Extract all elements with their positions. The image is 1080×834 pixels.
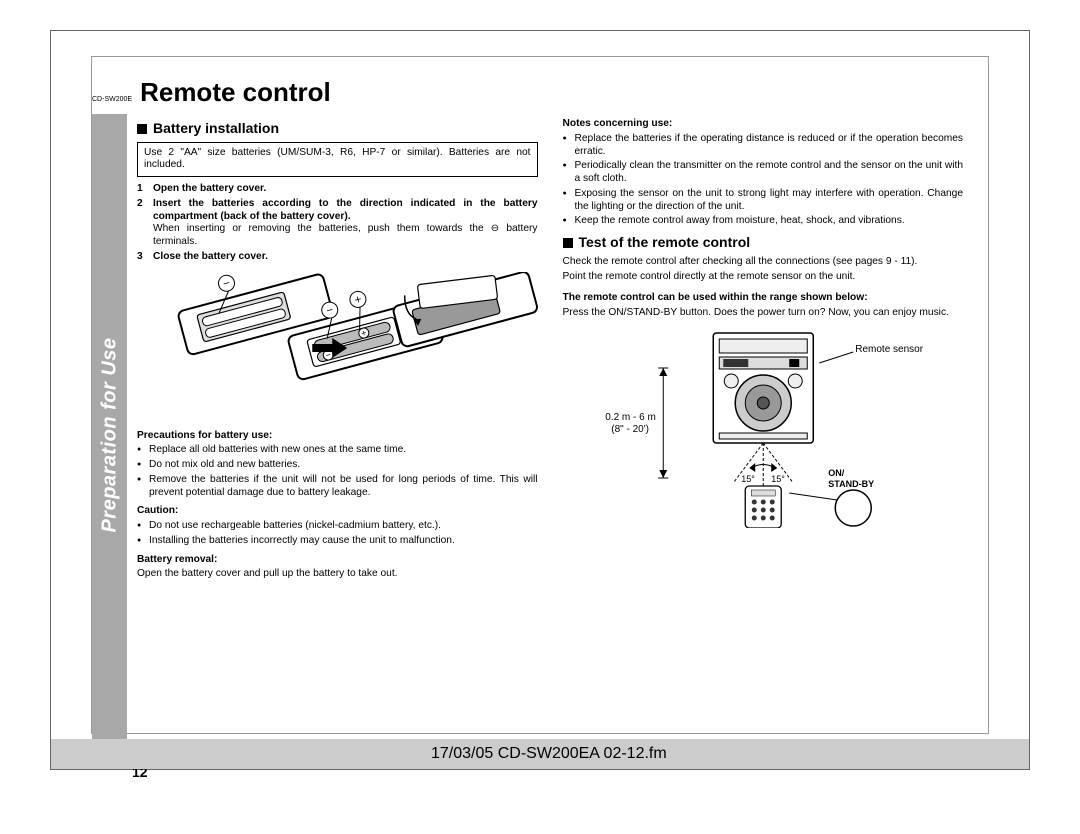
main: Battery installation Use 2 "AA" size bat…	[127, 114, 963, 755]
sidebar-label: Preparation for Use	[98, 337, 121, 532]
step-3: Close the battery cover.	[137, 251, 538, 264]
removal-text: Open the battery cover and pull up the b…	[137, 568, 538, 581]
prec-1: Replace all old batteries with new ones …	[137, 444, 538, 457]
page-title: Remote control	[140, 77, 331, 108]
on-standby-label-2: STAND-BY	[828, 479, 874, 489]
battery-note-box: Use 2 "AA" size batteries (UM/SUM-3, R6,…	[137, 142, 538, 178]
distance-label-2: (8" - 20')	[611, 424, 649, 435]
precautions-list: Replace all old batteries with new ones …	[137, 444, 538, 499]
footer-bar: 17/03/05 CD-SW200EA 02-12.fm	[51, 739, 1029, 769]
prec-3: Remove the batteries if the unit will no…	[137, 474, 538, 500]
removal-heading: Battery removal:	[137, 554, 538, 567]
remote-sensor-label: Remote sensor	[855, 344, 923, 355]
notes-heading: Notes concerning use:	[563, 118, 964, 131]
battery-svg-icon: − + −	[137, 272, 538, 422]
precautions-heading: Precautions for battery use:	[137, 430, 538, 443]
test-heading: Test of the remote control	[563, 234, 964, 252]
range-heading: The remote control can be used within th…	[563, 292, 964, 305]
step-1: Open the battery cover.	[137, 183, 538, 196]
install-steps: Open the battery cover. Insert the batte…	[137, 183, 538, 264]
on-standby-label-1: ON/	[828, 468, 845, 478]
range-svg-icon: Remote sensor 0.2 m - 6 m	[563, 328, 964, 528]
prec-2: Do not mix old and new batteries.	[137, 459, 538, 472]
header: CD-SW200E Remote control	[92, 77, 963, 108]
range-text: Press the ON/STAND-BY button. Does the p…	[563, 307, 964, 320]
outer-frame: CD-SW200E Remote control Preparation for…	[50, 30, 1030, 770]
note-2: Periodically clean the transmitter on th…	[563, 160, 964, 186]
test-text-2: Point the remote control directly at the…	[563, 271, 964, 284]
battery-diagram: − + −	[137, 272, 538, 422]
doc-code: CD-SW200E	[92, 96, 132, 103]
step-3-text: Close the battery cover.	[153, 251, 268, 262]
distance-label-1: 0.2 m - 6 m	[605, 412, 656, 423]
step-2: Insert the batteries according to the di…	[137, 198, 538, 249]
test-title: Test of the remote control	[579, 234, 751, 252]
sidebar-tab: Preparation for Use 12	[92, 114, 127, 755]
note-3: Exposing the sensor on the unit to stron…	[563, 188, 964, 214]
square-bullet-icon	[137, 124, 147, 134]
footer-text: 17/03/05 CD-SW200EA 02-12.fm	[431, 745, 667, 762]
caut-2: Installing the batteries incorrectly may…	[137, 535, 538, 548]
caution-list: Do not use rechargeable batteries (nicke…	[137, 520, 538, 548]
note-4: Keep the remote control away from moistu…	[563, 215, 964, 228]
square-bullet-icon	[563, 238, 573, 248]
step-2-sub: When inserting or removing the batteries…	[153, 223, 538, 249]
on-standby-button-icon	[835, 490, 871, 526]
note-1: Replace the batteries if the operating d…	[563, 133, 964, 159]
left-column: Battery installation Use 2 "AA" size bat…	[137, 114, 538, 581]
caut-1: Do not use rechargeable batteries (nicke…	[137, 520, 538, 533]
test-text-1: Check the remote control after checking …	[563, 256, 964, 269]
battery-install-heading: Battery installation	[137, 120, 538, 138]
two-columns: Battery installation Use 2 "AA" size bat…	[137, 114, 963, 581]
content: Preparation for Use 12 Battery installat…	[92, 114, 963, 755]
remote-range-diagram: Remote sensor 0.2 m - 6 m	[563, 328, 964, 528]
step-1-text: Open the battery cover.	[153, 183, 266, 194]
angle-left: 15°	[741, 474, 755, 484]
step-2-text: Insert the batteries according to the di…	[153, 198, 538, 222]
notes-list: Replace the batteries if the operating d…	[563, 133, 964, 228]
angle-right: 15°	[771, 474, 785, 484]
caution-heading: Caution:	[137, 505, 538, 518]
battery-install-title: Battery installation	[153, 120, 279, 138]
inner-frame: CD-SW200E Remote control Preparation for…	[91, 56, 989, 734]
right-column: Notes concerning use: Replace the batter…	[563, 114, 964, 581]
